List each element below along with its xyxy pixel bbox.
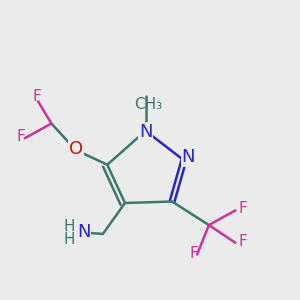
Text: F: F: [16, 129, 25, 144]
Text: N: N: [139, 123, 152, 141]
Text: F: F: [238, 234, 247, 249]
Text: F: F: [32, 89, 41, 104]
Text: H: H: [63, 232, 75, 247]
Text: N: N: [77, 224, 91, 242]
Text: N: N: [182, 148, 195, 166]
Text: CH₃: CH₃: [134, 97, 163, 112]
Text: O: O: [69, 140, 83, 158]
Text: F: F: [190, 246, 199, 261]
Text: H: H: [63, 219, 75, 234]
Text: F: F: [238, 201, 247, 216]
